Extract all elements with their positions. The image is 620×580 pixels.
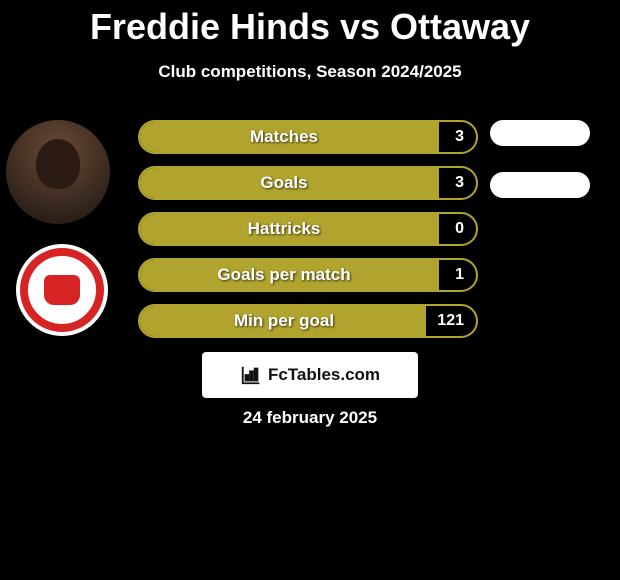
bar-value: 3 bbox=[455, 166, 464, 200]
bar-value: 121 bbox=[437, 304, 464, 338]
stat-bar-row: Goals per match 1 bbox=[138, 258, 478, 292]
bar-value: 1 bbox=[455, 258, 464, 292]
stat-bar-row: Min per goal 121 bbox=[138, 304, 478, 338]
bar-label: Goals per match bbox=[138, 258, 430, 292]
pill bbox=[490, 172, 590, 198]
crest-ring bbox=[20, 248, 104, 332]
bar-label: Min per goal bbox=[138, 304, 430, 338]
stat-bar-row: Hattricks 0 bbox=[138, 212, 478, 246]
stat-bar-row: Goals 3 bbox=[138, 166, 478, 200]
date-text: 24 february 2025 bbox=[0, 408, 620, 428]
bar-value: 0 bbox=[455, 212, 464, 246]
pill bbox=[490, 120, 590, 146]
opponent-pills bbox=[490, 120, 610, 224]
stat-bars: Matches3Goals3Hattricks0Goals per match1… bbox=[138, 120, 478, 350]
player2-crest bbox=[16, 244, 108, 336]
brand-text: FcTables.com bbox=[268, 365, 380, 385]
page-title: Freddie Hinds vs Ottaway bbox=[0, 0, 620, 48]
bar-label: Hattricks bbox=[138, 212, 430, 246]
brand-box: FcTables.com bbox=[202, 352, 418, 398]
chart-icon bbox=[240, 364, 262, 386]
page-subtitle: Club competitions, Season 2024/2025 bbox=[0, 62, 620, 82]
avatars-column bbox=[6, 120, 126, 336]
bar-value: 3 bbox=[455, 120, 464, 154]
player1-avatar bbox=[6, 120, 110, 224]
stat-bar-row: Matches 3 bbox=[138, 120, 478, 154]
bar-label: Matches bbox=[138, 120, 430, 154]
bar-label: Goals bbox=[138, 166, 430, 200]
